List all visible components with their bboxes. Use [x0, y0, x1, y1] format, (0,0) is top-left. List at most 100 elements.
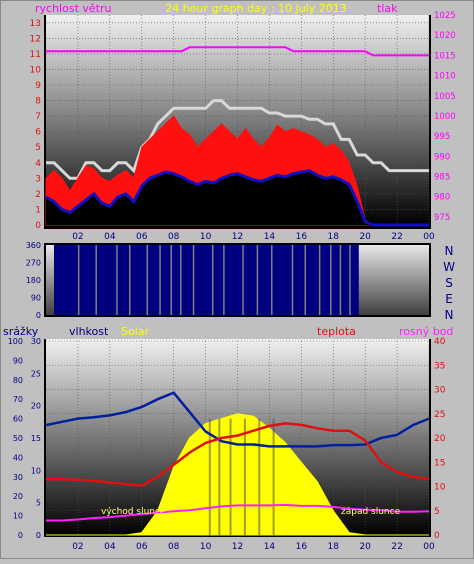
- top-left-tick-label: 3: [35, 174, 41, 184]
- precip-label: srážky: [3, 325, 39, 338]
- bottom-x-tick-label: 06: [136, 542, 148, 552]
- winddir-gap: [116, 245, 118, 315]
- top-left-tick-label: 11: [30, 50, 41, 60]
- humidity-tick-label: 30: [31, 337, 41, 346]
- winddir-y-ticks: 0 90 180 270 360: [26, 241, 41, 320]
- top-x-tick-label: 06: [136, 232, 148, 242]
- top-right-tick-label: 1020: [434, 31, 456, 41]
- bottom-x-tick-label: 12: [232, 542, 243, 552]
- solar-dip: [272, 418, 275, 535]
- temperature-label: teplota: [317, 325, 356, 338]
- top-left-tick-label: 5: [35, 143, 41, 153]
- sunset-annotation: západ slunce: [341, 507, 401, 517]
- compass-w: W: [443, 260, 455, 274]
- precip-tick-label: 80: [13, 376, 23, 385]
- bottom-x-tick-label: 22: [391, 542, 402, 552]
- top-left-tick-label: 12: [30, 34, 41, 44]
- precip-tick-label: 0: [18, 531, 23, 540]
- winddir-compass-letters: N W S E N: [443, 244, 455, 322]
- winddir-tick-label: 180: [26, 276, 41, 285]
- top-right-tick-label: 1000: [434, 112, 456, 122]
- dewpoint-line: [46, 503, 430, 522]
- humidity-tick-label: 5: [36, 499, 41, 508]
- temp-tick-label: 40: [434, 337, 446, 347]
- top-right-tick-label: 1010: [434, 72, 456, 82]
- humidity-label: vlhkost: [69, 325, 109, 338]
- top-right-axis-ticks: 975 980 985 990 995 1000 1005 1010 1015 1020 1025: [434, 11, 456, 223]
- humidity-line: [45, 391, 430, 448]
- top-x-tick-label: 10: [200, 232, 212, 242]
- top-right-tick-label: 1015: [434, 51, 456, 61]
- humidity-tick-label: 10: [31, 466, 41, 475]
- temp-tick-label: 30: [434, 386, 446, 396]
- top-x-tick-label: 08: [168, 232, 180, 242]
- sunrise-annotation: východ slunce: [101, 507, 166, 517]
- precip-tick-label: 100: [8, 337, 23, 346]
- top-x-tick-label: 14: [264, 232, 276, 242]
- top-x-tick-label: 12: [232, 232, 243, 242]
- winddir-gap: [349, 245, 351, 315]
- wind-max-line: [46, 99, 429, 180]
- solar-area: [46, 413, 429, 536]
- winddir-gap: [271, 245, 273, 315]
- precip-tick-label: 70: [13, 395, 23, 404]
- bottom-x-tick-label: 14: [264, 542, 276, 552]
- winddir-gap: [291, 245, 294, 315]
- pressure-line: [46, 46, 429, 57]
- top-x-tick-label: 20: [359, 232, 371, 242]
- winddir-gap: [77, 245, 80, 315]
- winddir-tick-label: 270: [26, 259, 41, 268]
- winddir-gap: [180, 245, 182, 315]
- solar-dip: [229, 418, 232, 535]
- winddir-gap: [223, 245, 225, 315]
- humidity-tick-label: 20: [31, 402, 41, 411]
- humidity-axis-ticks: 0 5 10 15 20 25 30: [31, 337, 41, 540]
- compass-n-top: N: [445, 244, 454, 258]
- pressure-label: tlak: [377, 2, 398, 15]
- top-right-tick-label: 980: [434, 193, 450, 203]
- humidity-tick-label: 25: [31, 369, 41, 378]
- top-left-tick-label: 4: [35, 159, 41, 169]
- winddir-gap: [170, 245, 172, 315]
- top-left-tick-label: 2: [35, 190, 41, 200]
- top-right-tick-label: 995: [434, 132, 450, 142]
- bottom-x-tick-label: 04: [104, 542, 116, 552]
- top-x-tick-label: 02: [72, 232, 83, 242]
- temp-tick-label: 35: [434, 361, 445, 371]
- winddir-gap: [128, 245, 131, 315]
- winddir-gap: [211, 245, 214, 315]
- top-left-tick-label: 6: [35, 128, 41, 138]
- top-x-tick-label: 04: [104, 232, 116, 242]
- bottom-x-tick-label: 10: [200, 542, 212, 552]
- top-right-tick-label: 975: [434, 213, 450, 223]
- temp-tick-label: 25: [434, 410, 445, 420]
- compass-e: E: [445, 292, 453, 306]
- winddir-gap: [95, 245, 97, 315]
- precip-tick-label: 20: [13, 492, 23, 501]
- top-left-tick-label: 7: [35, 112, 41, 122]
- bottom-chart-series: [45, 391, 430, 536]
- top-x-tick-label: 18: [328, 232, 340, 242]
- top-chart-series: [45, 46, 429, 227]
- bottom-x-tick-label: 02: [72, 542, 83, 552]
- top-x-axis-ticks: 02 04 06 08 10 12 14 16 18 20 22 00: [72, 232, 435, 242]
- winddir-series: [53, 245, 359, 315]
- humidity-tick-label: 0: [36, 531, 41, 540]
- wind-avg-line: [45, 169, 429, 227]
- winddir-gap: [304, 245, 307, 315]
- bottom-x-tick-label: 08: [168, 542, 180, 552]
- precip-tick-label: 30: [13, 473, 23, 482]
- solar-dip: [258, 418, 261, 535]
- bottom-x-tick-label: 18: [328, 542, 340, 552]
- top-right-tick-label: 990: [434, 152, 450, 162]
- top-left-tick-label: 9: [35, 81, 41, 91]
- top-right-tick-label: 1005: [434, 92, 456, 102]
- temp-tick-label: 0: [434, 531, 440, 541]
- winddir-gap: [192, 245, 195, 315]
- compass-s: S: [445, 276, 453, 290]
- precip-tick-label: 60: [13, 415, 23, 424]
- winddir-tick-label: 90: [31, 294, 41, 303]
- precip-tick-label: 50: [13, 434, 23, 443]
- winddir-gap: [256, 245, 259, 315]
